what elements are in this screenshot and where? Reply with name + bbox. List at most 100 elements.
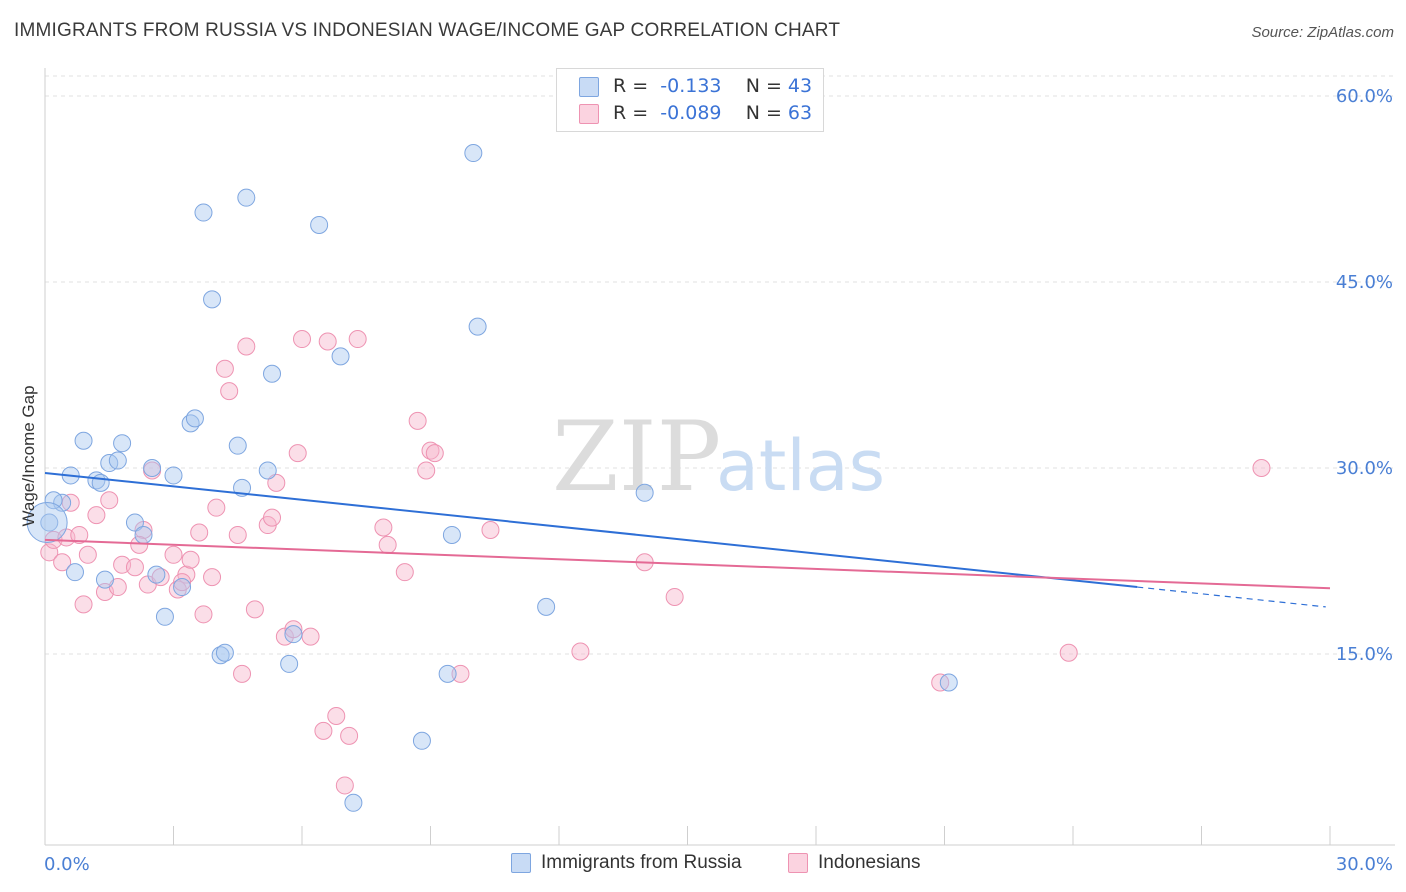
- point-russia: [215, 643, 234, 662]
- series-label-russia: Immigrants from Russia: [541, 852, 742, 873]
- point-indonesians: [194, 605, 213, 624]
- point-russia: [280, 654, 299, 673]
- point-indonesians: [571, 642, 590, 661]
- y-axis-label: Wage/Income Gap: [19, 385, 38, 526]
- legend-row-russia: R = -0.133 N = 43: [579, 75, 812, 99]
- point-indonesians: [1059, 643, 1078, 662]
- point-russia: [185, 409, 204, 428]
- series-swatch-indonesians: [788, 852, 808, 873]
- legend-r-value-indonesians: -0.089: [660, 102, 722, 124]
- chart-title: IMMIGRANTS FROM RUSSIA VS INDONESIAN WAG…: [14, 20, 841, 41]
- point-russia: [95, 570, 114, 589]
- point-indonesians: [1252, 459, 1271, 477]
- point-russia: [44, 491, 63, 510]
- legend-n-value-russia: 43: [787, 75, 813, 97]
- legend-n-value-indonesians: 63: [787, 102, 813, 124]
- point-indonesians: [378, 535, 397, 554]
- x-tick-labels: 0.0% 30.0%: [44, 854, 1393, 875]
- point-russia: [143, 459, 162, 477]
- watermark: ZIP atlas: [552, 401, 885, 513]
- point-russia: [155, 607, 174, 626]
- point-russia: [134, 525, 153, 544]
- point-indonesians: [293, 330, 311, 349]
- point-indonesians: [314, 721, 333, 740]
- legend-r-label: R =: [613, 75, 649, 97]
- legend-r-label: R =: [613, 102, 649, 124]
- y-tick-label: 30.0%: [1336, 458, 1393, 479]
- legend-n-label: N =: [745, 102, 782, 124]
- y-tick-label: 15.0%: [1336, 644, 1393, 665]
- point-russia: [147, 565, 166, 584]
- point-indonesians: [348, 330, 367, 349]
- point-russia: [537, 597, 556, 616]
- point-russia: [310, 215, 329, 234]
- trend-line-russia: [44, 471, 1138, 589]
- point-russia: [438, 664, 457, 683]
- legend-swatch-russia: [579, 76, 599, 97]
- point-indonesians: [87, 506, 106, 525]
- point-indonesians: [395, 563, 414, 582]
- point-indonesians: [233, 664, 252, 683]
- point-indonesians: [100, 491, 119, 510]
- point-russia: [331, 347, 350, 366]
- point-indonesians: [301, 627, 320, 646]
- y-tick-labels: 15.0% 30.0% 45.0% 60.0%: [1336, 86, 1393, 665]
- point-russia: [237, 188, 256, 207]
- point-indonesians: [267, 473, 286, 492]
- trend-line-russia-extension: [1137, 586, 1326, 608]
- correlation-legend: R = -0.133 N = 43 R = -0.089 N = 63: [556, 68, 824, 132]
- point-indonesians: [130, 535, 149, 554]
- point-indonesians: [78, 545, 97, 564]
- x-tick-label: 0.0%: [44, 854, 90, 875]
- point-indonesians: [190, 523, 209, 542]
- point-indonesians: [125, 558, 144, 577]
- point-russia: [173, 578, 192, 597]
- point-indonesians: [665, 587, 684, 606]
- point-indonesians: [245, 600, 264, 619]
- point-russia: [263, 364, 282, 383]
- point-indonesians: [215, 359, 234, 378]
- point-indonesians: [53, 553, 72, 572]
- point-indonesians: [284, 620, 303, 639]
- point-russia: [635, 483, 654, 502]
- y-tick-label: 45.0%: [1336, 272, 1393, 293]
- point-russia: [74, 431, 93, 450]
- point-indonesians: [335, 776, 354, 795]
- point-russia: [412, 731, 431, 750]
- point-indonesians: [340, 726, 359, 745]
- point-russia: [26, 502, 68, 544]
- point-indonesians: [374, 518, 393, 537]
- point-indonesians: [425, 444, 444, 463]
- point-indonesians: [481, 521, 500, 539]
- point-russia: [91, 473, 110, 492]
- series-legend-russia: Immigrants from Russia: [511, 852, 742, 874]
- point-russia: [65, 563, 84, 582]
- point-russia: [194, 203, 213, 222]
- point-russia: [284, 625, 303, 644]
- point-indonesians: [263, 508, 282, 527]
- point-russia: [113, 434, 132, 453]
- point-indonesians: [203, 568, 222, 587]
- legend-n-label: N =: [745, 75, 782, 97]
- point-indonesians: [327, 707, 346, 725]
- point-russia: [464, 144, 483, 163]
- series-swatch-russia: [511, 852, 531, 873]
- point-indonesians: [70, 525, 89, 544]
- point-russia: [258, 461, 277, 480]
- point-russia: [40, 513, 59, 532]
- legend-row-indonesians: R = -0.089 N = 63: [579, 102, 812, 126]
- point-indonesians: [408, 411, 427, 430]
- point-russia: [468, 317, 487, 336]
- legend-r-value-russia: -0.133: [660, 75, 722, 97]
- point-indonesians: [288, 444, 307, 463]
- point-indonesians: [164, 545, 183, 564]
- legend-swatch-indonesians: [579, 103, 599, 124]
- point-indonesians: [181, 550, 200, 569]
- point-russia: [125, 513, 144, 532]
- point-russia: [108, 451, 127, 470]
- chart-source: Source: ZipAtlas.com: [1251, 24, 1394, 41]
- axes: [44, 68, 1395, 846]
- point-indonesians: [220, 382, 239, 401]
- series-label-indonesians: Indonesians: [818, 852, 921, 873]
